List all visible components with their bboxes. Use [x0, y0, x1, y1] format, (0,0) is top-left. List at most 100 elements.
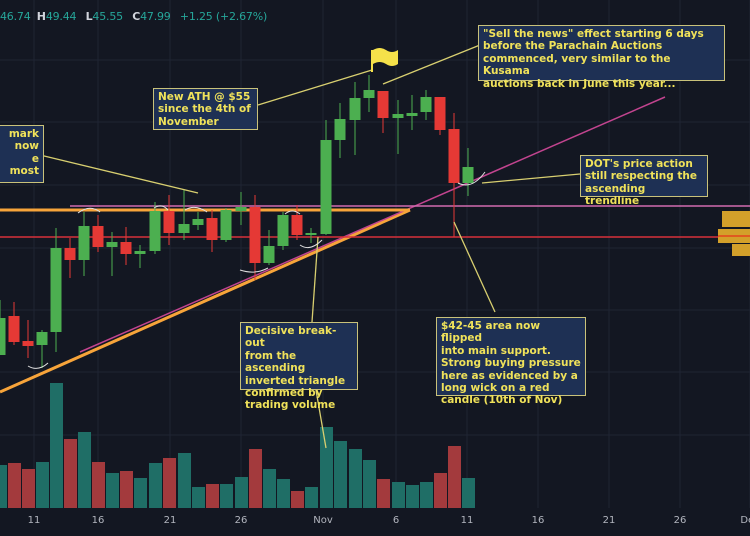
candle	[305, 228, 317, 243]
price-axis-markers	[718, 211, 750, 256]
candle	[220, 208, 232, 242]
volume-bar	[448, 446, 461, 508]
volume-bar	[134, 478, 147, 508]
volume-bar	[192, 487, 205, 508]
note-trendline: DOT's price action still respecting the …	[580, 155, 708, 207]
candle	[291, 205, 303, 240]
candle	[320, 120, 332, 235]
candle	[163, 195, 175, 245]
low-label: L	[85, 10, 93, 23]
volume-bar	[263, 469, 276, 508]
note-sell-the-news: "Sell the news" effect starting 6 days b…	[478, 25, 725, 90]
note-left-partial: mark now e most	[0, 125, 44, 183]
volume-bar	[0, 465, 7, 508]
volume-bar	[149, 463, 162, 508]
candle	[78, 212, 90, 276]
candle	[192, 212, 204, 230]
x-axis-label: 6	[392, 515, 400, 526]
close-label: C	[132, 10, 141, 23]
annotation-connectors	[27, 44, 581, 449]
volume-bar	[392, 482, 405, 508]
close-value: 47.99	[140, 10, 171, 23]
candle	[392, 100, 404, 154]
volume-bar	[434, 473, 447, 508]
candle	[0, 300, 6, 355]
volume-bar	[106, 473, 119, 508]
volume-bar	[36, 462, 49, 508]
candle	[363, 75, 375, 112]
volume-bar	[249, 449, 262, 508]
candle	[462, 148, 474, 196]
volume-bar	[50, 383, 63, 508]
volume-bar	[235, 477, 248, 508]
ascending-trendline-pink[interactable]	[79, 96, 666, 353]
low-value: 45.55	[92, 10, 123, 23]
volume-bar	[349, 449, 362, 508]
volume-bars	[0, 383, 475, 508]
x-axis-label: 21	[602, 515, 616, 526]
volume-bar	[22, 469, 35, 508]
volume-bar	[363, 460, 376, 508]
volume-bar	[120, 471, 133, 508]
candle	[448, 113, 460, 237]
flag-icon	[371, 48, 398, 72]
candle	[235, 192, 247, 225]
candle	[406, 95, 418, 130]
candle	[22, 320, 34, 358]
x-axis-label: 26	[673, 515, 687, 526]
candle	[206, 210, 218, 252]
volume-bar	[320, 427, 333, 508]
change-value: +1.25 (+2.67%)	[179, 10, 268, 23]
candle	[149, 202, 161, 254]
x-axis-label: Nov	[313, 515, 333, 526]
candle	[8, 302, 20, 345]
candle	[263, 230, 275, 265]
volume-bar	[64, 439, 77, 508]
candle	[92, 215, 104, 252]
volume-bar	[420, 482, 433, 508]
volume-bar	[163, 458, 176, 508]
x-axis-label: 11	[27, 515, 41, 526]
candle	[377, 91, 389, 133]
note-new-ath: New ATH @ $55 since the 4th of November	[153, 88, 258, 130]
volume-bar	[220, 484, 233, 508]
candle	[134, 245, 146, 268]
candles	[0, 75, 474, 368]
high-label: H	[36, 10, 46, 23]
candle	[50, 228, 62, 352]
volume-bar	[8, 463, 21, 508]
x-axis-label: 11	[460, 515, 474, 526]
candle	[36, 330, 48, 368]
time-axis[interactable]	[0, 508, 750, 536]
note-breakout: Decisive break-out from the ascending in…	[240, 322, 358, 411]
candle	[420, 90, 432, 120]
candle	[249, 195, 261, 280]
volume-bar	[291, 491, 304, 508]
open-value: 46.74	[0, 10, 31, 23]
volume-bar	[277, 479, 290, 508]
volume-bar	[462, 478, 475, 508]
candle	[106, 232, 118, 276]
ohlc-header: 46.74 H49.44 L45.55 C47.99 +1.25 (+2.67%…	[0, 10, 270, 23]
trend-lines	[0, 96, 750, 394]
candle	[64, 238, 76, 278]
note-support: $42-45 area now flipped into main suppor…	[436, 317, 586, 406]
volume-bar	[92, 462, 105, 508]
volume-bar	[178, 453, 191, 508]
volume-bar	[78, 432, 91, 508]
candle	[434, 97, 446, 135]
volume-bar	[377, 479, 390, 508]
x-axis-label: Dec	[740, 515, 750, 526]
volume-bar	[206, 484, 219, 508]
high-value: 49.44	[45, 10, 77, 23]
candle	[120, 227, 132, 265]
candle	[334, 103, 346, 158]
volume-bar	[406, 485, 419, 508]
candle	[349, 82, 361, 155]
ascending-trendline-orange[interactable]	[0, 208, 411, 394]
x-axis-label: 26	[234, 515, 248, 526]
candle	[277, 212, 289, 250]
candle	[178, 190, 190, 240]
volume-bar	[334, 441, 347, 508]
